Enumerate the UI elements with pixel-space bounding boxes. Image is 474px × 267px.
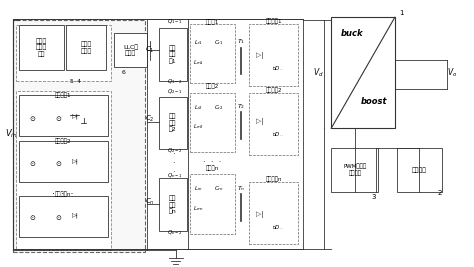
Text: $C_1$: $C_1$ — [145, 45, 155, 55]
Text: ▷|: ▷| — [73, 113, 79, 119]
Text: ⊙: ⊙ — [55, 116, 61, 122]
Text: $V_d$: $V_d$ — [313, 66, 323, 79]
Text: $V_o$: $V_o$ — [447, 66, 457, 79]
FancyBboxPatch shape — [190, 24, 235, 83]
FancyBboxPatch shape — [331, 148, 378, 192]
FancyBboxPatch shape — [13, 20, 145, 252]
FancyBboxPatch shape — [249, 93, 298, 155]
Text: $Q_{n-1}$: $Q_{n-1}$ — [167, 171, 182, 180]
Text: 辅助模组1: 辅助模组1 — [55, 92, 71, 98]
Text: 5: 5 — [69, 80, 73, 84]
Text: ▷|: ▷| — [256, 52, 264, 59]
FancyBboxPatch shape — [17, 91, 111, 250]
Text: ⊙: ⊙ — [29, 161, 35, 167]
FancyBboxPatch shape — [115, 33, 146, 68]
FancyBboxPatch shape — [66, 25, 107, 70]
Text: ▷|: ▷| — [256, 118, 264, 125]
Text: buck: buck — [341, 29, 364, 38]
Text: $L_{r1}$: $L_{r1}$ — [194, 38, 203, 47]
Text: ⊙: ⊙ — [29, 215, 35, 221]
Text: $C_n$: $C_n$ — [145, 197, 155, 207]
Text: $C_{r1}$: $C_{r1}$ — [214, 38, 224, 47]
Text: $T_2$: $T_2$ — [237, 102, 245, 111]
FancyBboxPatch shape — [190, 174, 235, 234]
Text: $L_{rn}$: $L_{rn}$ — [194, 184, 203, 193]
Text: 谐振腔n: 谐振腔n — [206, 166, 219, 171]
Text: ⊙: ⊙ — [29, 116, 35, 122]
FancyBboxPatch shape — [159, 178, 187, 231]
Text: 启动控
制电路: 启动控 制电路 — [81, 42, 92, 54]
Text: 谐振腔2: 谐振腔2 — [206, 84, 219, 89]
FancyBboxPatch shape — [17, 25, 111, 81]
FancyBboxPatch shape — [397, 148, 442, 192]
FancyBboxPatch shape — [19, 25, 64, 70]
Text: ·  ·  ·: · · · — [203, 158, 222, 167]
Text: ▷|: ▷| — [256, 211, 264, 218]
Text: 采样电路: 采样电路 — [412, 167, 427, 173]
Text: 脉冲
变压
器n: 脉冲 变压 器n — [169, 195, 177, 214]
Text: 1: 1 — [400, 10, 404, 16]
Text: 2: 2 — [438, 190, 442, 196]
Text: ▷|: ▷| — [73, 159, 79, 164]
Text: PWM调节及
驱动电路: PWM调节及 驱动电路 — [343, 164, 366, 176]
FancyBboxPatch shape — [190, 93, 235, 152]
Text: 4: 4 — [77, 80, 81, 84]
Text: ⬥$D_{..}$: ⬥$D_{..}$ — [273, 64, 284, 73]
Text: $Q_{1-1}$: $Q_{1-1}$ — [167, 17, 182, 26]
Text: 脉冲
变压
器2: 脉冲 变压 器2 — [169, 114, 177, 132]
Text: boost: boost — [360, 97, 387, 106]
Text: $T_1$: $T_1$ — [237, 37, 245, 46]
Text: ⬥$D_{..}$: ⬥$D_{..}$ — [273, 223, 284, 232]
Text: 3: 3 — [372, 194, 376, 200]
Text: ⊙: ⊙ — [55, 161, 61, 167]
FancyBboxPatch shape — [159, 96, 187, 149]
Text: $L_{r2}$: $L_{r2}$ — [194, 103, 203, 112]
Text: $C_{rn}$: $C_{rn}$ — [214, 184, 224, 193]
Text: $V_{in}$: $V_{in}$ — [5, 127, 18, 140]
Text: 整流电路1: 整流电路1 — [265, 18, 282, 24]
FancyBboxPatch shape — [19, 196, 109, 237]
Text: $Q_{n-2}$: $Q_{n-2}$ — [167, 228, 182, 237]
Text: $L_{m1}$: $L_{m1}$ — [193, 58, 204, 66]
Text: $L_{m2}$: $L_{m2}$ — [193, 123, 204, 131]
Text: 辅助模组2: 辅助模组2 — [55, 138, 71, 144]
Text: $T_n$: $T_n$ — [237, 184, 245, 193]
FancyBboxPatch shape — [249, 24, 298, 86]
Text: ⊙: ⊙ — [55, 215, 61, 221]
FancyBboxPatch shape — [19, 95, 109, 136]
Text: ·
·
·: · · · — [172, 150, 175, 177]
Text: 辅助模组n: 辅助模组n — [55, 192, 71, 197]
Text: $Q_{2-2}$: $Q_{2-2}$ — [167, 146, 182, 155]
Text: ▷|: ▷| — [73, 213, 79, 218]
Text: 整流电路n: 整流电路n — [265, 177, 282, 182]
Text: LLC控
制芯片: LLC控 制芯片 — [123, 44, 138, 56]
Text: $C_2$: $C_2$ — [145, 114, 155, 124]
FancyBboxPatch shape — [249, 182, 298, 245]
Text: ⬥$D_{..}$: ⬥$D_{..}$ — [273, 130, 284, 139]
Text: 谐振腔1: 谐振腔1 — [206, 19, 219, 25]
Text: 6: 6 — [122, 70, 126, 75]
FancyBboxPatch shape — [331, 17, 395, 128]
Text: 高压线
性取电
电路: 高压线 性取电 电路 — [36, 38, 47, 57]
Text: 整流电路2: 整流电路2 — [265, 87, 282, 93]
FancyBboxPatch shape — [19, 142, 109, 182]
Text: $Q_{1-2}$: $Q_{1-2}$ — [167, 78, 182, 87]
Text: $L_{mn}$: $L_{mn}$ — [193, 204, 204, 213]
Text: ·  ·  ·: · · · — [52, 189, 73, 199]
Text: $Q_{2-1}$: $Q_{2-1}$ — [167, 87, 182, 96]
FancyBboxPatch shape — [159, 28, 187, 81]
Text: 脉冲
变压
器1: 脉冲 变压 器1 — [169, 45, 177, 64]
Text: $C_{r2}$: $C_{r2}$ — [214, 103, 224, 112]
